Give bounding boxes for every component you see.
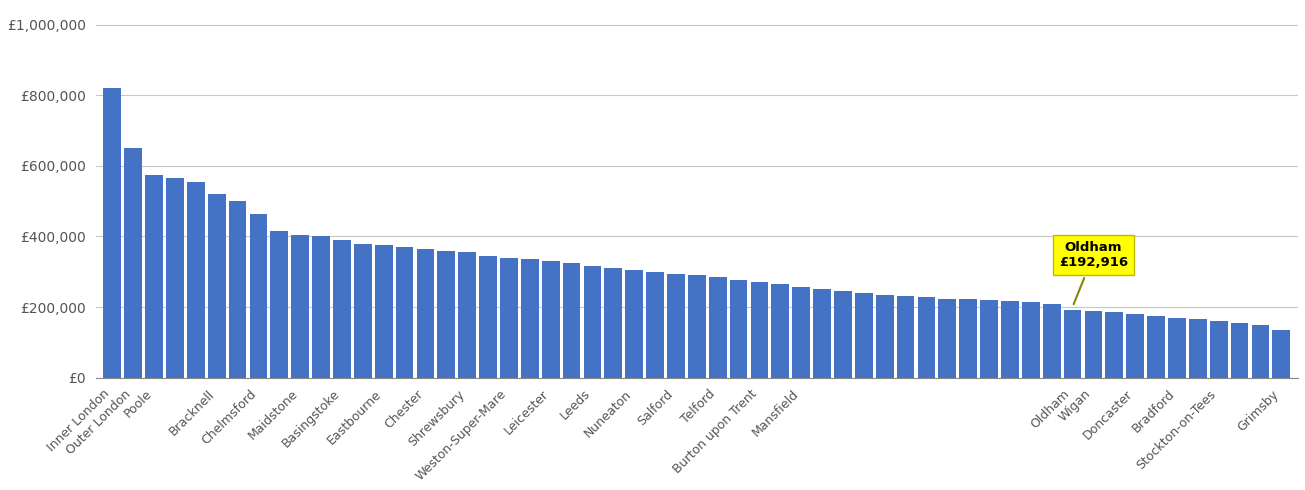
Bar <box>583 267 602 378</box>
Bar <box>1272 330 1291 378</box>
Bar <box>333 240 351 378</box>
Bar <box>291 235 309 378</box>
Bar <box>771 284 790 378</box>
Bar <box>375 245 393 378</box>
Bar <box>207 194 226 378</box>
Bar <box>688 275 706 378</box>
Bar <box>959 299 977 378</box>
Bar <box>792 287 810 378</box>
Bar <box>709 277 727 378</box>
Bar <box>897 296 915 378</box>
Bar <box>458 252 476 378</box>
Bar <box>416 249 435 378</box>
Bar <box>729 279 748 378</box>
Bar <box>1022 302 1040 378</box>
Bar <box>500 258 518 378</box>
Bar <box>124 148 142 378</box>
Bar <box>604 268 622 378</box>
Bar <box>1251 325 1270 378</box>
Bar <box>1126 314 1144 378</box>
Bar <box>479 256 497 378</box>
Bar <box>1147 316 1165 378</box>
Bar <box>395 247 414 378</box>
Bar <box>521 259 539 378</box>
Bar <box>813 290 831 378</box>
Bar <box>938 298 957 378</box>
Bar <box>249 214 268 378</box>
Bar <box>750 282 769 378</box>
Bar <box>980 300 998 378</box>
Bar <box>354 244 372 378</box>
Bar <box>625 270 643 378</box>
Bar <box>917 297 936 378</box>
Bar <box>437 250 455 378</box>
Bar <box>187 182 205 378</box>
Text: Oldham
£192,916: Oldham £192,916 <box>1058 241 1128 304</box>
Bar <box>1064 310 1082 378</box>
Bar <box>270 231 288 378</box>
Bar <box>542 261 560 378</box>
Bar <box>667 273 685 378</box>
Bar <box>166 178 184 378</box>
Bar <box>1001 301 1019 378</box>
Bar <box>228 201 247 378</box>
Bar <box>1210 321 1228 378</box>
Bar <box>312 237 330 378</box>
Bar <box>145 174 163 378</box>
Bar <box>1105 312 1124 378</box>
Bar <box>103 88 121 378</box>
Bar <box>876 294 894 378</box>
Bar <box>834 291 852 378</box>
Bar <box>1189 319 1207 378</box>
Bar <box>1043 303 1061 378</box>
Bar <box>646 272 664 378</box>
Bar <box>1084 311 1103 378</box>
Bar <box>1168 318 1186 378</box>
Bar <box>1231 323 1249 378</box>
Bar <box>562 263 581 378</box>
Bar <box>855 293 873 378</box>
